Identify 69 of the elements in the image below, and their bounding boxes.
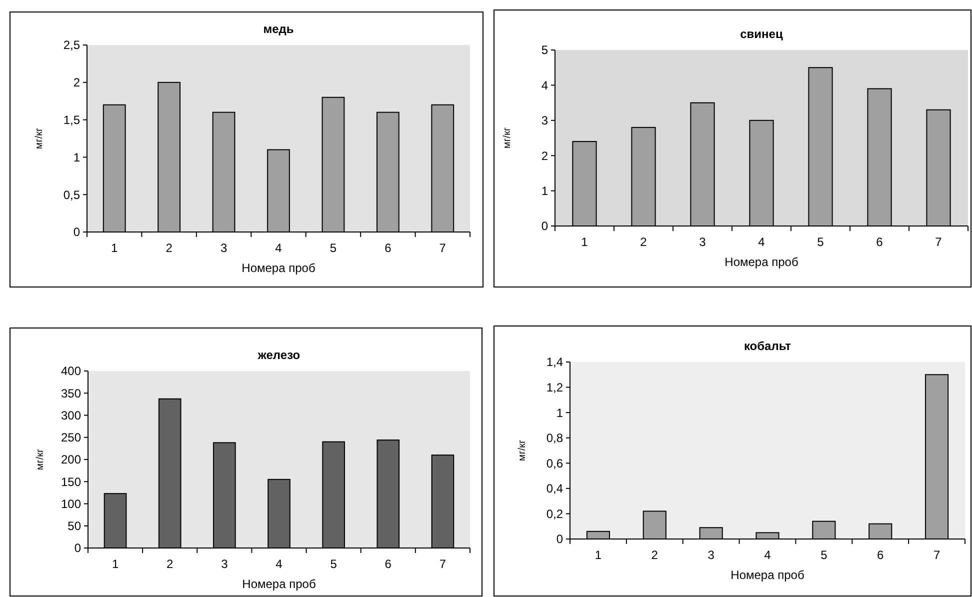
y-tick-label: 1,5 <box>63 113 80 127</box>
y-tick-label: 150 <box>60 474 82 489</box>
x-tick-label: 7 <box>439 557 446 571</box>
x-tick-label: 7 <box>935 235 942 249</box>
y-tick-label: 50 <box>68 519 82 534</box>
x-tick-label: 5 <box>330 241 337 255</box>
y-tick-label: 0,6 <box>546 456 564 470</box>
y-tick-label: 2 <box>541 148 548 163</box>
x-axis-title: Номера проб <box>242 577 316 591</box>
y-tick-label: 350 <box>60 386 82 400</box>
y-tick-label: 0,8 <box>546 431 564 446</box>
x-tick-label: 7 <box>439 241 446 255</box>
x-axis-title: Номера проб <box>242 261 316 275</box>
x-tick-label: 5 <box>817 235 824 249</box>
x-axis-title: Номера проб <box>724 255 798 269</box>
x-tick-label: 5 <box>820 548 828 562</box>
x-tick-label: 6 <box>384 241 392 255</box>
y-tick-label: 300 <box>60 408 82 422</box>
x-tick-label: 1 <box>112 557 119 571</box>
y-tick-label: 0,4 <box>546 482 564 496</box>
chart-title: железо <box>256 348 300 362</box>
x-tick-label: 4 <box>275 241 282 255</box>
y-tick-label: 1 <box>541 184 548 198</box>
x-tick-label: 6 <box>877 548 884 562</box>
x-tick-label: 4 <box>758 235 766 249</box>
x-tick-label: 2 <box>640 235 648 249</box>
x-tick-label: 4 <box>276 557 283 571</box>
y-tick-label: 0 <box>73 225 80 240</box>
y-tick-label: 0,5 <box>63 188 80 202</box>
x-tick-label: 3 <box>699 235 706 249</box>
x-axis-title: Номера проб <box>730 568 804 582</box>
x-tick-label: 6 <box>384 557 392 571</box>
y-tick-label: 1 <box>73 150 80 164</box>
y-tick-label: 250 <box>60 430 82 445</box>
x-tick-label: 7 <box>933 548 940 562</box>
y-tick-label: 2,5 <box>63 38 80 52</box>
y-tick-label: 100 <box>60 496 82 511</box>
x-tick-label: 1 <box>581 235 588 249</box>
x-tick-label: 3 <box>221 557 228 571</box>
y-tick-label: 2 <box>73 76 80 90</box>
y-tick-label: 0,2 <box>546 506 564 521</box>
y-tick-label: 5 <box>541 43 548 58</box>
x-tick-label: 1 <box>111 241 118 255</box>
y-tick-label: 400 <box>60 364 82 378</box>
chart-title: медь <box>263 22 294 36</box>
y-tick-label: 1,4 <box>546 355 564 370</box>
x-tick-label: 6 <box>876 235 884 249</box>
y-axis-title: мг/кг <box>502 126 513 149</box>
x-tick-label: 1 <box>594 548 602 562</box>
y-tick-label: 200 <box>60 452 82 467</box>
x-tick-label: 2 <box>166 557 174 571</box>
x-tick-label: 3 <box>220 241 228 255</box>
y-axis-title: мг/кг <box>35 448 46 470</box>
y-axis-title: мг/кг <box>517 439 528 462</box>
x-tick-label: 2 <box>651 548 658 562</box>
y-tick-label: 3 <box>541 114 548 128</box>
x-tick-label: 2 <box>166 241 173 255</box>
x-tick-label: 3 <box>708 548 715 562</box>
x-tick-label: 5 <box>330 557 338 571</box>
y-tick-label: 1 <box>556 406 564 420</box>
y-tick-label: 4 <box>541 78 548 92</box>
chart-title: кобальт <box>744 339 792 353</box>
y-tick-label: 0 <box>541 219 548 234</box>
y-tick-label: 0 <box>74 541 82 556</box>
y-axis-title: мг/кг <box>34 127 45 150</box>
y-tick-label: 0 <box>556 532 564 546</box>
chart-title: свинец <box>740 27 784 41</box>
y-tick-label: 1,2 <box>546 380 564 394</box>
x-tick-label: 4 <box>764 548 772 562</box>
